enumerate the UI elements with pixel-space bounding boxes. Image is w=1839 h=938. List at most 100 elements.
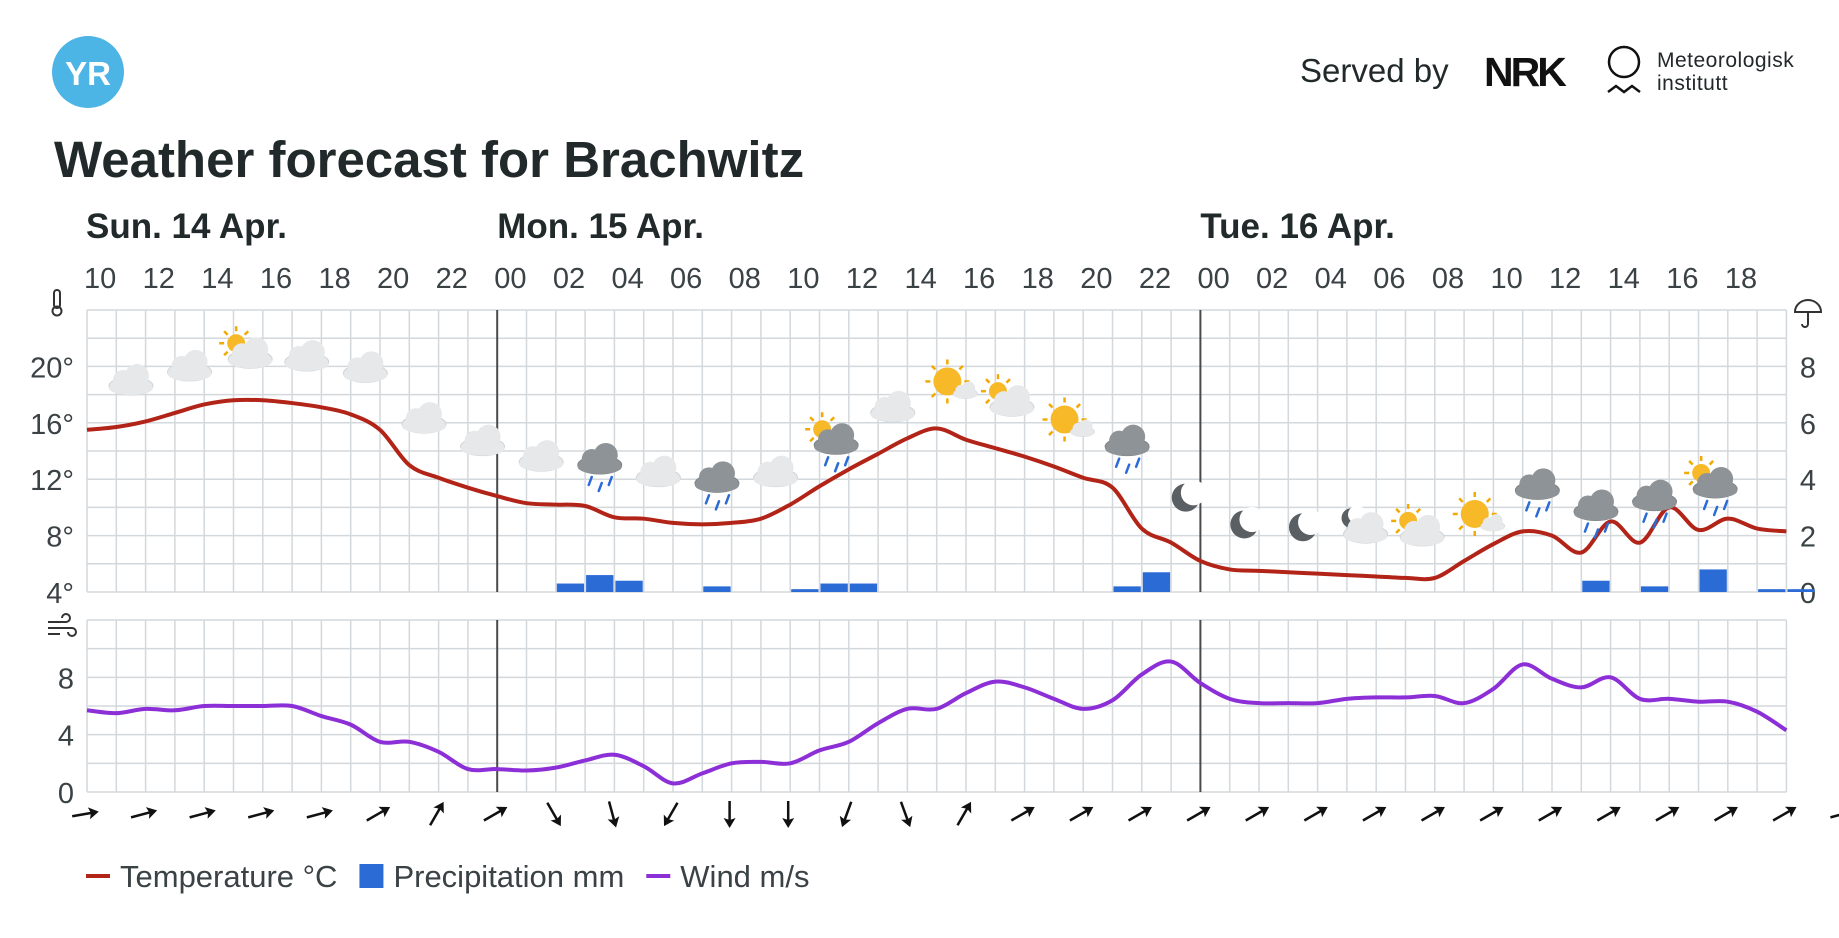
hour-tick-label: 18 bbox=[1725, 263, 1757, 295]
cloud-shape bbox=[1480, 514, 1506, 532]
hour-tick-label: 14 bbox=[1608, 263, 1640, 295]
weather-light-rain-showers-day-icon bbox=[805, 412, 859, 473]
rain-drop bbox=[1114, 457, 1121, 468]
sun-disc bbox=[1050, 405, 1079, 434]
weather-cloudy-icon bbox=[342, 351, 388, 383]
hour-tick-label: 08 bbox=[729, 263, 761, 295]
sun-ray bbox=[1688, 480, 1694, 486]
sun-shape bbox=[925, 359, 970, 404]
temperature-tick-label: 12° bbox=[30, 465, 74, 497]
weather-cloudy-icon bbox=[753, 455, 799, 488]
wind-direction-arrow bbox=[1479, 806, 1504, 822]
cloud-puff bbox=[870, 407, 915, 422]
rain-drop bbox=[724, 494, 731, 505]
rain-drop bbox=[587, 475, 593, 487]
sun-ray bbox=[1395, 507, 1401, 514]
cloud-puff bbox=[1573, 506, 1618, 521]
rain-drop bbox=[1702, 499, 1709, 511]
cloud-shape bbox=[694, 461, 740, 493]
wind-direction-arrow bbox=[1655, 806, 1680, 822]
rain-drop bbox=[1712, 505, 1719, 517]
cloud-puff bbox=[519, 457, 564, 472]
wind-arrow-head bbox=[263, 807, 275, 819]
cloud-shape bbox=[1573, 489, 1619, 522]
hour-tick-label: 08 bbox=[1432, 263, 1464, 295]
cloud-shape bbox=[635, 455, 681, 488]
hour-tick-label: 06 bbox=[670, 263, 702, 295]
sun-disc bbox=[933, 367, 962, 396]
precipitation-bar bbox=[703, 586, 731, 592]
cloud-puff bbox=[694, 478, 739, 493]
wind-arrow-head bbox=[901, 815, 913, 828]
sun-ray bbox=[1005, 378, 1011, 384]
cloud-puff bbox=[1632, 496, 1677, 511]
wind-icon-lines bbox=[48, 613, 77, 637]
weather-light-rain-icon bbox=[577, 442, 623, 493]
wind-direction-arrow bbox=[130, 807, 158, 819]
umbrella-canopy bbox=[1793, 299, 1823, 313]
sun-ray bbox=[1075, 403, 1081, 409]
weather-cloudy-icon bbox=[108, 364, 154, 396]
hour-tick-label: 12 bbox=[1549, 263, 1581, 295]
sun-ray bbox=[958, 364, 964, 371]
wind-tick-label: 8 bbox=[58, 663, 74, 695]
weather-light-rain-icon bbox=[1573, 489, 1619, 539]
legend-label-temperature: Temperature °C bbox=[120, 859, 337, 894]
cloud-puff bbox=[460, 441, 505, 456]
weather-partly-cloudy-day-icon bbox=[980, 374, 1035, 417]
sun-ray bbox=[809, 436, 815, 443]
sun-ray bbox=[985, 398, 991, 405]
weather-light-rain-icon bbox=[1632, 479, 1678, 529]
wind-direction-arrow bbox=[1303, 806, 1328, 822]
moon-cut bbox=[1180, 480, 1207, 506]
thermometer-tube bbox=[53, 289, 61, 309]
met-line-1: Meteorologisk bbox=[1657, 49, 1795, 72]
precipitation-tick-label: 2 bbox=[1800, 522, 1816, 554]
wind-arrow-head bbox=[1081, 806, 1094, 818]
hour-tick-label: 14 bbox=[201, 263, 233, 295]
legend-label-wind: Wind m/s bbox=[680, 859, 809, 894]
sun-ray bbox=[1048, 403, 1054, 409]
wind-tick-label: 0 bbox=[58, 778, 74, 810]
rain-drop bbox=[1525, 501, 1531, 512]
temperature-tick-label: 20° bbox=[30, 352, 74, 384]
rain-drop bbox=[714, 500, 721, 511]
wind-direction-arrow bbox=[663, 802, 679, 827]
cloud-puff bbox=[1343, 529, 1388, 544]
wind-arrow-head bbox=[607, 816, 620, 828]
sun-ray bbox=[930, 392, 937, 398]
weather-light-rain-showers-day-icon bbox=[1684, 455, 1738, 517]
hour-tick-label: 10 bbox=[1490, 263, 1522, 295]
nrk-logo: NRK bbox=[1484, 55, 1570, 89]
cloud-shape bbox=[1343, 512, 1389, 544]
hour-tick-label: 04 bbox=[611, 263, 643, 295]
wind-direction-arrow bbox=[546, 802, 561, 827]
cloud-shape bbox=[284, 340, 330, 372]
wind-tick-label: 4 bbox=[58, 721, 74, 753]
precipitation-tick-label: 6 bbox=[1800, 409, 1816, 441]
precipitation-bar bbox=[1787, 589, 1815, 592]
weather-cloudy-icon bbox=[635, 455, 681, 488]
weather-cloudy-icon bbox=[401, 402, 447, 434]
cloud-puff bbox=[284, 357, 329, 372]
weather-light-rain-icon bbox=[1514, 468, 1560, 518]
sun-ray bbox=[1485, 497, 1492, 503]
cloud-shape bbox=[227, 337, 273, 369]
wind-direction-arrow bbox=[1010, 806, 1035, 822]
wind-direction-arrow bbox=[723, 801, 736, 828]
precipitation-tick-label: 0 bbox=[1800, 578, 1816, 610]
wind-arrow-head bbox=[495, 806, 508, 818]
cloud-shape bbox=[518, 440, 564, 472]
yr-logo: YR bbox=[52, 36, 124, 108]
wind-arrow-head bbox=[378, 806, 391, 818]
wind-arrow-head bbox=[1433, 806, 1445, 818]
sun-ray bbox=[223, 330, 229, 336]
wind-arrow-head bbox=[433, 801, 444, 814]
umbrella-handle bbox=[1801, 312, 1809, 328]
sun-ray bbox=[930, 364, 937, 371]
temperature-tick-label: 4° bbox=[46, 578, 74, 610]
weather-fair-day-icon bbox=[1452, 491, 1506, 536]
sun-ray bbox=[243, 330, 250, 336]
cloud-puff bbox=[167, 366, 212, 381]
